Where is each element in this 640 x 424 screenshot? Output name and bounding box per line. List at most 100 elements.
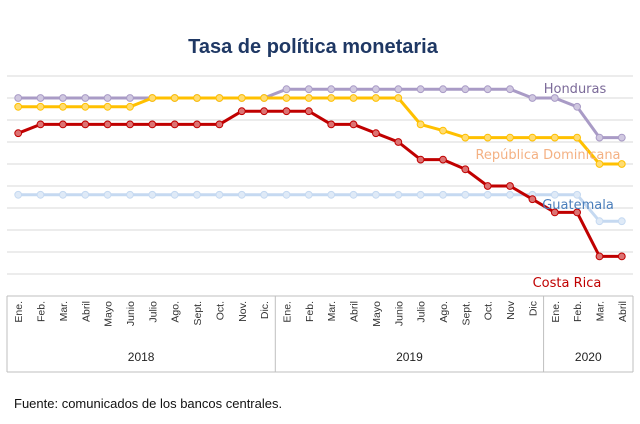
data-point [260,94,269,102]
data-point [36,190,45,199]
data-point [103,120,112,129]
data-point [394,138,403,146]
data-point [215,120,224,129]
x-tick-label: Ene. [281,301,293,323]
x-tick-label: Mar. [594,301,606,321]
series-label: Guatemala [542,198,614,213]
series-label: República Dominicana [475,148,620,163]
data-point [148,94,157,102]
data-point [59,190,67,199]
series-layer [14,85,626,261]
x-tick-label: Feb. [36,301,48,322]
year-label: 2018 [128,350,155,364]
data-point [260,107,269,116]
data-point [506,133,514,142]
data-point [59,120,67,129]
data-point [349,85,358,94]
x-tick-label: Nov [505,300,517,319]
data-point [170,94,179,102]
data-point [483,133,492,142]
data-point [81,120,90,129]
data-point [126,190,134,199]
data-point [81,190,90,199]
data-point [193,190,201,199]
data-point [36,94,45,102]
data-point [14,102,23,111]
data-point [439,126,447,135]
data-point [327,85,336,94]
data-point [461,85,470,94]
data-point [304,190,313,199]
x-tick-label: Oct. [483,301,495,320]
data-point [148,120,157,129]
data-point [483,85,492,94]
data-point [349,120,358,129]
data-point [14,94,23,102]
data-point [416,190,425,199]
data-point [461,165,470,174]
data-point [595,252,604,261]
data-point [103,102,112,111]
data-point [215,190,224,199]
data-point [506,85,514,94]
x-tick-label: Oct. [214,301,226,320]
x-tick-label: Feb. [304,301,316,322]
data-point [14,129,23,138]
data-point [349,94,358,102]
series-line [18,87,622,140]
data-point [416,120,425,129]
data-point [595,133,604,142]
series-line [18,193,622,223]
data-point [595,217,604,226]
x-axis: Ene. Feb. Mar. Abril Mayo Junio Julio Ago. Sept.… [6,295,634,373]
x-tick-label: Nov. [237,301,249,322]
data-point [59,102,67,111]
data-point [237,190,246,199]
data-point [349,190,358,199]
data-point [416,85,425,94]
series-label: Honduras [544,82,607,97]
data-point [215,94,224,102]
data-point [617,133,626,142]
data-point [282,85,291,94]
series-line [17,109,622,258]
x-tick-label: Abril [349,301,361,322]
data-point [260,190,269,199]
data-point [103,94,112,102]
x-tick-label: Junio [125,301,137,326]
data-point [237,94,246,102]
x-tick-label: Dic [527,301,539,316]
data-point [103,190,112,199]
data-point [528,195,537,204]
x-tick-label: Julio [416,301,428,323]
data-point [282,107,291,116]
x-tick-label: Dic. [259,301,271,319]
x-tick-label: Junio [393,301,405,326]
data-point [483,190,492,199]
x-tick-label: Abril [617,301,629,322]
grid [7,75,633,297]
data-point [237,107,246,116]
data-point [282,190,291,199]
data-point [372,94,380,102]
data-point [14,190,23,199]
data-point [372,85,380,94]
data-point [126,102,134,111]
x-tick-label: Mar. [326,301,338,321]
data-point [573,102,581,111]
data-point [394,190,403,199]
data-point [282,94,291,102]
series-line [18,96,622,166]
data-point [193,94,201,102]
data-point [81,102,90,111]
data-point [394,94,403,102]
data-point [461,190,470,199]
data-point [617,217,626,226]
data-point [372,129,380,138]
data-point [304,94,313,102]
data-point [550,190,559,199]
series-label: Costa Rica [533,276,602,291]
data-point [439,155,447,164]
x-tick-label: Julio [147,301,159,323]
